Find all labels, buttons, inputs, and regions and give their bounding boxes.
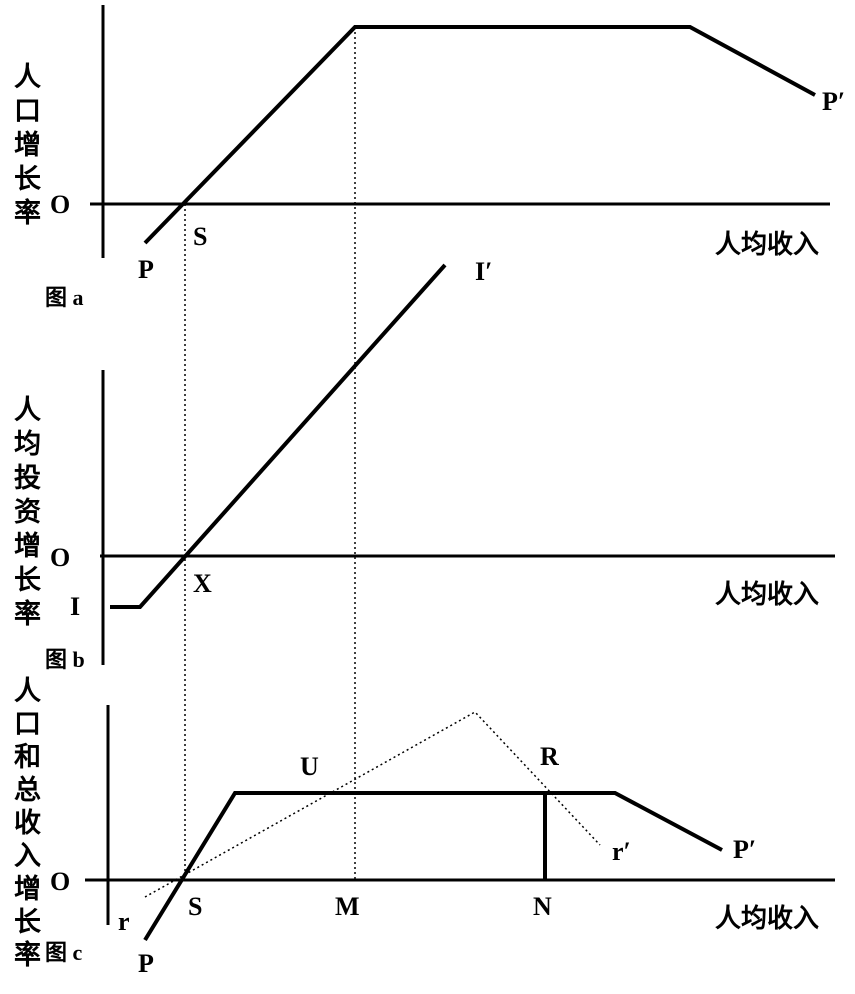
y-label: 人口和总收入增长率 [10, 676, 40, 973]
label: M [335, 892, 360, 921]
curve [110, 263, 447, 609]
label: P′ [733, 835, 756, 864]
label: r′ [612, 837, 631, 866]
x-label: 人均收入 [715, 230, 819, 259]
label: I′ [475, 257, 492, 286]
label: S [193, 222, 207, 251]
curve [143, 25, 816, 245]
label: P′ [822, 87, 845, 116]
label: P [138, 255, 154, 284]
caption: 图 a [45, 285, 84, 310]
x-label: 人均收入 [715, 580, 819, 609]
curve [143, 791, 723, 942]
label: X [193, 569, 212, 598]
label: N [533, 892, 552, 921]
caption: 图 b [45, 647, 85, 672]
label: U [300, 752, 319, 781]
caption: 图 c [45, 940, 83, 965]
label: O [50, 543, 70, 572]
label: R [540, 742, 559, 771]
label: S [188, 892, 202, 921]
dotted-curve [144, 711, 601, 898]
label: I [70, 592, 80, 621]
x-label: 人均收入 [715, 904, 819, 933]
y-label: 人均投资增长率 [10, 395, 40, 633]
label: O [50, 867, 70, 896]
label: O [50, 190, 70, 219]
label: r [118, 907, 130, 936]
y-label: 人口增长率 [10, 62, 40, 232]
label: P [138, 949, 154, 978]
